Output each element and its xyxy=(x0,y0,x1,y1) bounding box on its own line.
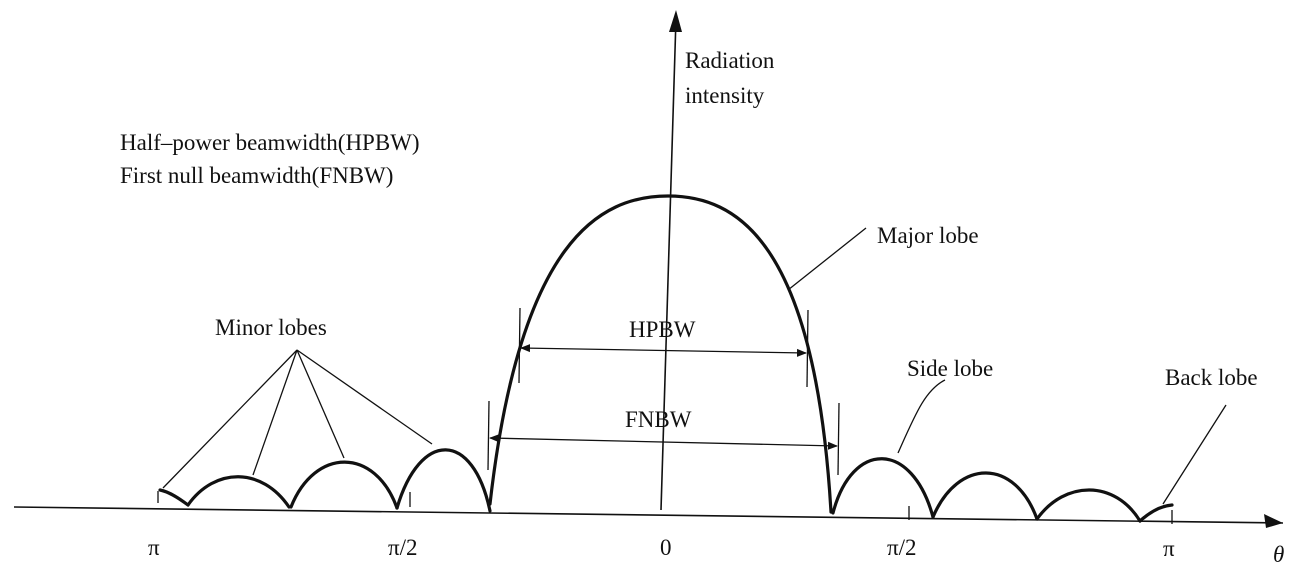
tick-label-right-half-pi: π/2 xyxy=(887,535,917,560)
fnbw-arrow xyxy=(489,434,838,450)
hpbw-left-boundary xyxy=(518,307,521,384)
legend-hpbw-definition: Half–power beamwidth(HPBW) xyxy=(120,130,420,155)
theta-axis xyxy=(13,506,1284,524)
right-minor-lobe-1 xyxy=(831,457,935,519)
side-lobe-label: Side lobe xyxy=(907,356,993,381)
left-minor-lobe-3 xyxy=(186,475,291,509)
y-axis-label-line1: Radiation xyxy=(685,48,775,73)
fnbw-label: FNBW xyxy=(625,407,692,432)
legend-fnbw-definition: First null beamwidth(FNBW) xyxy=(120,163,393,188)
minor-lobes-leader-2 xyxy=(252,349,298,476)
minor-lobes-label: Minor lobes xyxy=(215,315,327,340)
major-lobe-curve xyxy=(488,194,833,514)
theta-axis-arrowhead xyxy=(1264,514,1283,528)
minor-lobes-leader-4 xyxy=(296,349,433,445)
back-lobe-leader xyxy=(1162,404,1227,505)
x-axis-label-theta: θ xyxy=(1273,542,1284,567)
intensity-axis-arrowhead xyxy=(669,10,682,32)
y-axis-label-line2: intensity xyxy=(685,83,765,108)
tick-label-right-pi: π xyxy=(1163,536,1175,561)
hpbw-label: HPBW xyxy=(629,317,696,342)
hpbw-right-boundary xyxy=(806,309,809,388)
hpbw-arrow xyxy=(520,344,807,357)
minor-lobes-leader-1 xyxy=(162,349,298,489)
intensity-axis xyxy=(660,17,677,511)
right-minor-lobe-3 xyxy=(1035,488,1142,523)
left-minor-lobe-4 xyxy=(158,488,190,507)
tick-label-zero: 0 xyxy=(660,535,672,560)
left-minor-lobe-1 xyxy=(395,448,492,513)
tick-label-left-pi: π xyxy=(148,535,160,560)
major-lobe-label: Major lobe xyxy=(877,223,979,248)
minor-lobes-leader-3 xyxy=(296,349,345,459)
fnbw-right-boundary xyxy=(837,402,840,476)
back-lobe-label: Back lobe xyxy=(1165,365,1258,390)
side-lobe-leader xyxy=(897,379,946,454)
right-minor-lobe-4 xyxy=(1138,503,1174,523)
major-lobe-leader xyxy=(787,227,867,291)
tick-label-left-half-pi: π/2 xyxy=(388,535,418,560)
right-minor-lobe-2 xyxy=(931,471,1039,521)
fnbw-left-boundary xyxy=(487,400,490,471)
left-minor-lobe-2 xyxy=(289,460,399,510)
